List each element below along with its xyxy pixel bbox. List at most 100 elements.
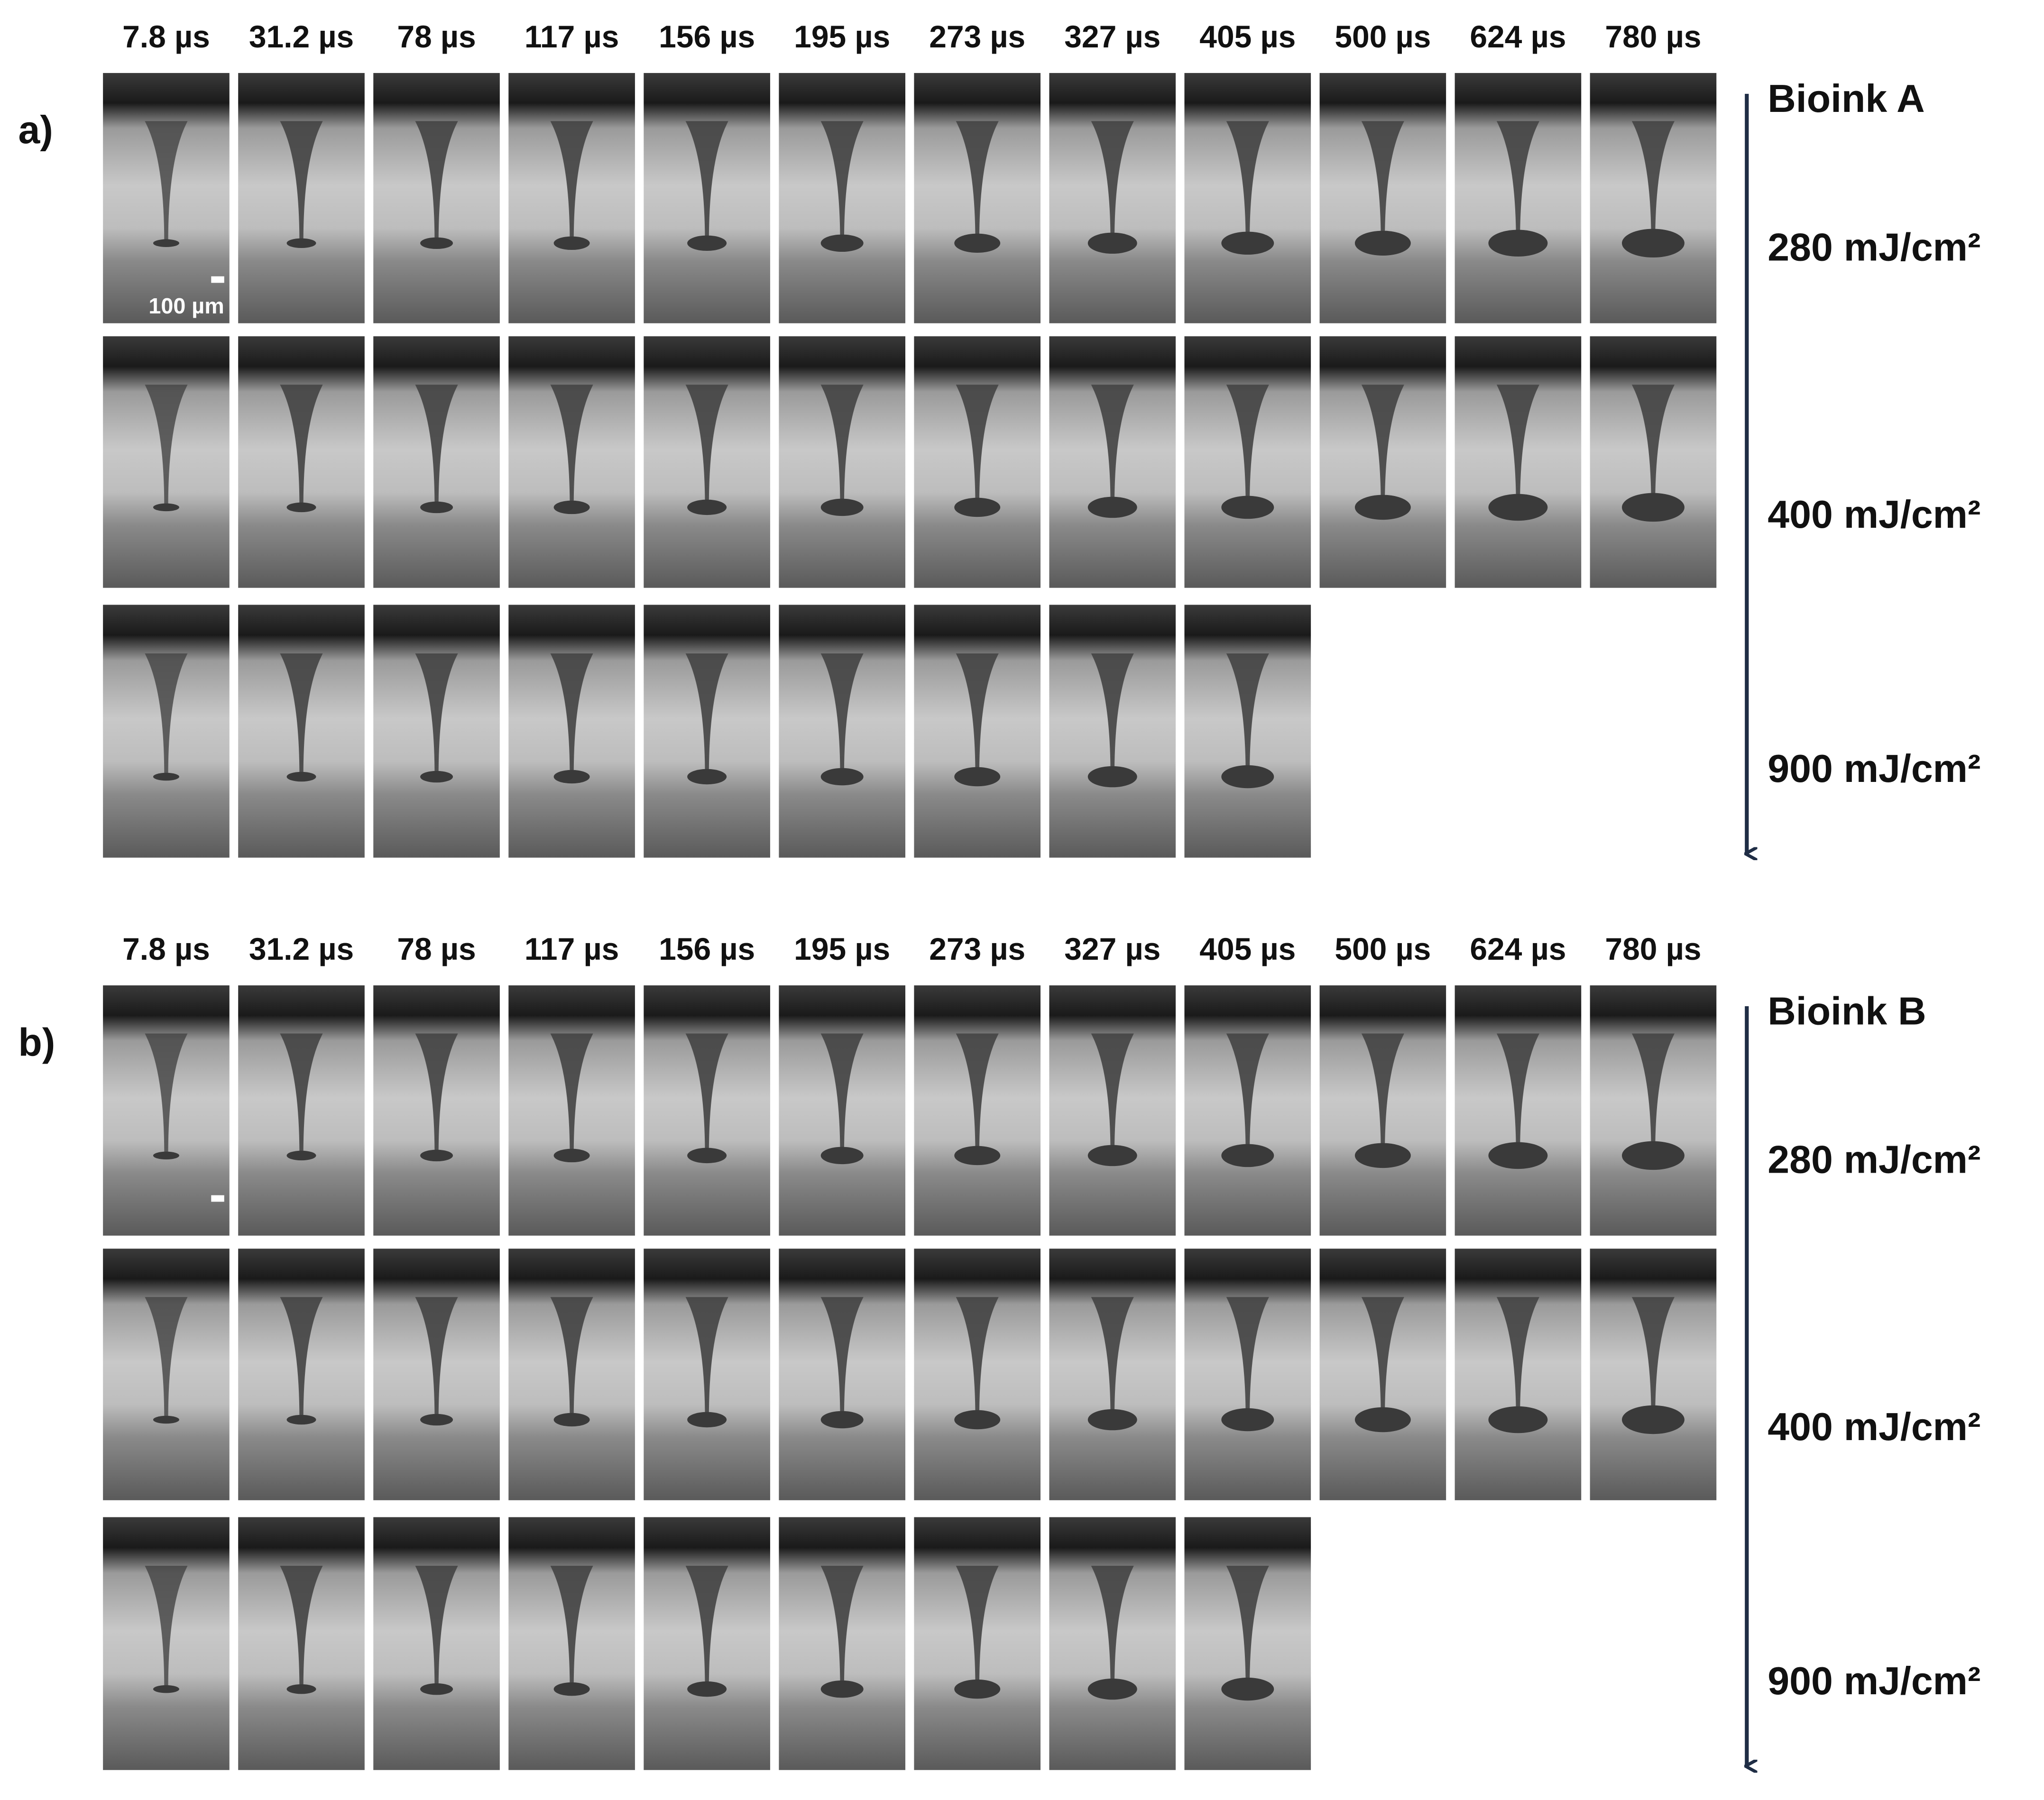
droplet (1621, 493, 1685, 522)
time-label: 273 µs (929, 931, 1025, 966)
droplet (1621, 229, 1685, 258)
frame (508, 73, 635, 323)
droplet (820, 1411, 864, 1429)
frame (779, 985, 905, 1236)
droplet (153, 1685, 179, 1693)
frame (914, 73, 1041, 323)
frame (644, 605, 770, 858)
droplet (1621, 1405, 1685, 1434)
droplet (153, 503, 179, 512)
droplet (420, 501, 453, 514)
time-label: 327 µs (1064, 931, 1160, 966)
frame (1049, 985, 1176, 1236)
frame (914, 1517, 1041, 1770)
fluence-label: 900 mJ/cm² (1768, 747, 1980, 790)
frame (1049, 336, 1176, 588)
frame (1455, 73, 1582, 323)
frame (103, 985, 230, 1236)
panel-label: b) (18, 1020, 55, 1064)
frame (1319, 73, 1446, 323)
droplet (153, 1151, 179, 1160)
droplet (1087, 232, 1137, 254)
droplet (687, 1681, 727, 1697)
bioink-label: Bioink B (1768, 989, 1926, 1033)
frame (779, 1517, 905, 1770)
droplet (820, 498, 864, 516)
droplet (954, 767, 1001, 787)
frame (1455, 985, 1582, 1236)
droplet (553, 1413, 590, 1427)
time-label: 405 µs (1199, 931, 1296, 966)
droplet (1221, 1677, 1274, 1701)
frame (1590, 985, 1717, 1236)
droplet (820, 1147, 864, 1165)
frame (103, 336, 230, 588)
frame (508, 1249, 635, 1500)
frame (1049, 73, 1176, 323)
droplet (954, 497, 1001, 517)
time-label: 156 µs (659, 931, 755, 966)
frame (644, 1517, 770, 1770)
droplet (286, 238, 316, 248)
frame (914, 605, 1041, 858)
time-label: 624 µs (1470, 931, 1566, 966)
frame (373, 1249, 500, 1500)
frame (238, 1517, 365, 1770)
frame (1455, 336, 1582, 588)
fluence-label: 400 mJ/cm² (1768, 493, 1980, 536)
droplet (286, 1684, 316, 1694)
droplet (553, 1148, 590, 1163)
droplet (153, 772, 179, 781)
frame (508, 605, 635, 858)
frame (644, 336, 770, 588)
droplet (553, 500, 590, 514)
droplet (687, 769, 727, 785)
droplet (1087, 496, 1137, 518)
frame (1319, 985, 1446, 1236)
droplet (1354, 495, 1411, 520)
droplet (420, 1149, 453, 1162)
fluence-label: 900 mJ/cm² (1768, 1659, 1980, 1703)
droplet (420, 237, 453, 249)
droplet (1488, 494, 1548, 521)
frame (779, 1249, 905, 1500)
time-label: 273 µs (929, 19, 1025, 54)
droplet (1488, 230, 1548, 257)
droplet (1221, 496, 1274, 519)
droplet (553, 1682, 590, 1696)
droplet (954, 1679, 1001, 1699)
scale-bar-label: 100 µm (148, 294, 224, 318)
frame (1049, 605, 1176, 858)
time-label: 7.8 µs (122, 931, 210, 966)
frame (238, 1249, 365, 1500)
frame (373, 1517, 500, 1770)
time-label: 500 µs (1335, 19, 1431, 54)
frame (103, 1249, 230, 1500)
droplet (1621, 1141, 1685, 1170)
time-label: 780 µs (1605, 19, 1701, 54)
time-label: 195 µs (794, 931, 890, 966)
frame (103, 73, 230, 323)
frame (779, 336, 905, 588)
frame (238, 336, 365, 588)
frame (1590, 73, 1717, 323)
frame (1590, 1249, 1717, 1500)
panel-label: a) (18, 108, 53, 152)
frame (644, 985, 770, 1236)
time-label: 78 µs (397, 19, 476, 54)
droplet (954, 1410, 1001, 1430)
frame (1184, 73, 1311, 323)
time-label: 31.2 µs (249, 19, 354, 54)
scale-bar (211, 1195, 224, 1202)
frame (103, 605, 230, 858)
droplet (820, 1680, 864, 1698)
frame (1590, 336, 1717, 588)
time-label: 117 µs (525, 931, 619, 966)
frame (1184, 985, 1311, 1236)
droplet (954, 233, 1001, 253)
droplet (1087, 766, 1137, 788)
frame (1319, 1249, 1446, 1500)
frame (508, 1517, 635, 1770)
droplet (553, 236, 590, 250)
droplet (1354, 1143, 1411, 1168)
